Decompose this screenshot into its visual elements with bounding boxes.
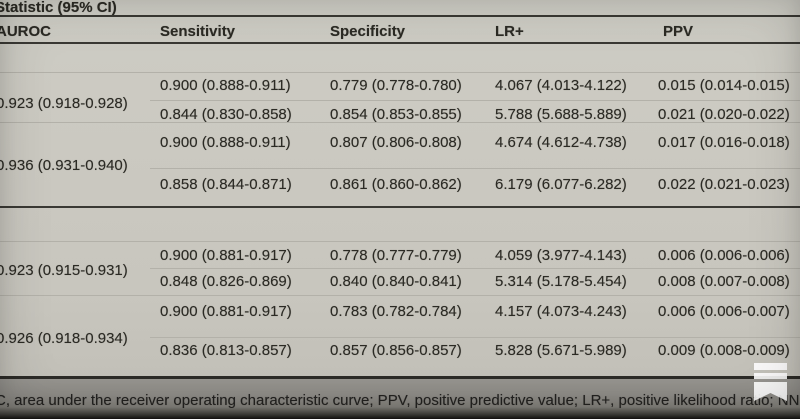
col-header-auroc: AUROC	[0, 23, 51, 40]
cell-auroc: 0.926 (0.918-0.934)	[0, 330, 128, 347]
cell-ppv: 0.021 (0.020-0.022)	[658, 106, 790, 123]
cell-sensitivity: 0.844 (0.830-0.858)	[160, 106, 292, 123]
cell-ppv: 0.009 (0.008-0.009)	[658, 342, 790, 359]
header-bottom-rule	[0, 42, 800, 44]
table-bottom-rule	[0, 376, 800, 379]
section-divider-rule	[0, 206, 800, 208]
table-footnote: C, area under the receiver operating cha…	[0, 392, 800, 409]
cell-sensitivity: 0.900 (0.888-0.911)	[160, 134, 291, 151]
cell-specificity: 0.783 (0.782-0.784)	[330, 303, 462, 320]
col-header-ppv: PPV	[663, 23, 694, 40]
cell-auroc: 0.923 (0.918-0.928)	[0, 95, 128, 112]
cell-lr-plus: 4.674 (4.612-4.738)	[495, 134, 627, 151]
cell-specificity: 0.854 (0.853-0.855)	[330, 106, 462, 123]
cell-lr-plus: 4.059 (3.977-4.143)	[495, 247, 627, 264]
cell-auroc: 0.923 (0.915-0.931)	[0, 262, 128, 279]
cell-ppv: 0.006 (0.006-0.006)	[658, 247, 790, 264]
col-header-sensitivity: Sensitivity	[160, 23, 236, 40]
col-header-specificity: Specificity	[330, 23, 406, 40]
statistic-header-label: Statistic (95% CI)	[0, 0, 117, 16]
cell-lr-plus: 5.314 (5.178-5.454)	[495, 273, 627, 290]
cell-sensitivity: 0.858 (0.844-0.871)	[160, 176, 292, 193]
cell-lr-plus: 4.067 (4.013-4.122)	[495, 77, 627, 94]
col-header-lr-plus: LR+	[495, 23, 524, 40]
header-top-rule	[0, 15, 800, 17]
group-separator	[0, 295, 800, 296]
cell-specificity: 0.807 (0.806-0.808)	[330, 134, 462, 151]
cell-specificity: 0.857 (0.856-0.857)	[330, 342, 462, 359]
cell-ppv: 0.017 (0.016-0.018)	[658, 134, 790, 151]
cell-auroc: 0.936 (0.931-0.940)	[0, 157, 128, 174]
cell-lr-plus: 5.788 (5.688-5.889)	[495, 106, 627, 123]
group-separator	[0, 122, 800, 123]
row-separator	[150, 168, 800, 169]
row-separator	[0, 241, 800, 242]
row-separator	[150, 337, 800, 338]
cell-specificity: 0.779 (0.778-0.780)	[330, 77, 462, 94]
cell-sensitivity: 0.900 (0.881-0.917)	[160, 303, 292, 320]
cell-ppv: 0.006 (0.006-0.007)	[658, 303, 790, 320]
cell-sensitivity: 0.836 (0.813-0.857)	[160, 342, 292, 359]
cell-ppv: 0.022 (0.021-0.023)	[658, 176, 790, 193]
row-separator	[150, 100, 800, 101]
cell-sensitivity: 0.900 (0.888-0.911)	[160, 77, 291, 94]
cell-lr-plus: 4.157 (4.073-4.243)	[495, 303, 627, 320]
cell-lr-plus: 5.828 (5.671-5.989)	[495, 342, 627, 359]
cell-sensitivity: 0.848 (0.826-0.869)	[160, 273, 292, 290]
cell-lr-plus: 6.179 (6.077-6.282)	[495, 176, 627, 193]
cell-sensitivity: 0.900 (0.881-0.917)	[160, 247, 292, 264]
cell-specificity: 0.778 (0.777-0.779)	[330, 247, 462, 264]
cell-specificity: 0.840 (0.840-0.841)	[330, 273, 462, 290]
cell-specificity: 0.861 (0.860-0.862)	[330, 176, 462, 193]
row-separator	[0, 72, 800, 73]
row-separator	[150, 268, 800, 269]
cell-ppv: 0.015 (0.014-0.015)	[658, 77, 790, 94]
cell-ppv: 0.008 (0.007-0.008)	[658, 273, 790, 290]
bookmark-icon[interactable]	[754, 361, 787, 401]
footnote-band	[0, 379, 800, 419]
